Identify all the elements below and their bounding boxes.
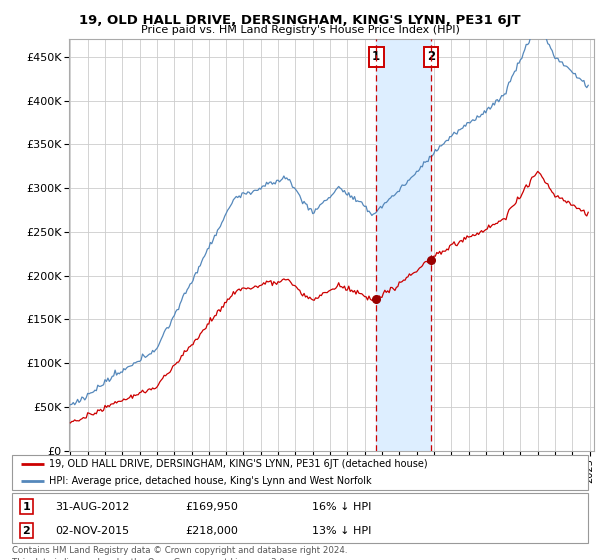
Text: 02-NOV-2015: 02-NOV-2015: [55, 526, 130, 535]
Text: HPI: Average price, detached house, King's Lynn and West Norfolk: HPI: Average price, detached house, King…: [49, 476, 372, 486]
Text: 1: 1: [372, 50, 380, 63]
Text: 16% ↓ HPI: 16% ↓ HPI: [311, 502, 371, 512]
Text: £218,000: £218,000: [185, 526, 238, 535]
Text: 2: 2: [22, 526, 30, 535]
Bar: [376, 39, 431, 451]
Text: 31-AUG-2012: 31-AUG-2012: [55, 502, 130, 512]
Text: 2: 2: [427, 50, 435, 63]
Text: Contains HM Land Registry data © Crown copyright and database right 2024.
This d: Contains HM Land Registry data © Crown c…: [12, 546, 347, 560]
Text: 1: 1: [22, 502, 30, 512]
Text: 19, OLD HALL DRIVE, DERSINGHAM, KING'S LYNN, PE31 6JT (detached house): 19, OLD HALL DRIVE, DERSINGHAM, KING'S L…: [49, 459, 428, 469]
Text: Price paid vs. HM Land Registry's House Price Index (HPI): Price paid vs. HM Land Registry's House …: [140, 25, 460, 35]
Text: 19, OLD HALL DRIVE, DERSINGHAM, KING'S LYNN, PE31 6JT: 19, OLD HALL DRIVE, DERSINGHAM, KING'S L…: [79, 14, 521, 27]
Text: £169,950: £169,950: [185, 502, 238, 512]
Text: 13% ↓ HPI: 13% ↓ HPI: [311, 526, 371, 535]
